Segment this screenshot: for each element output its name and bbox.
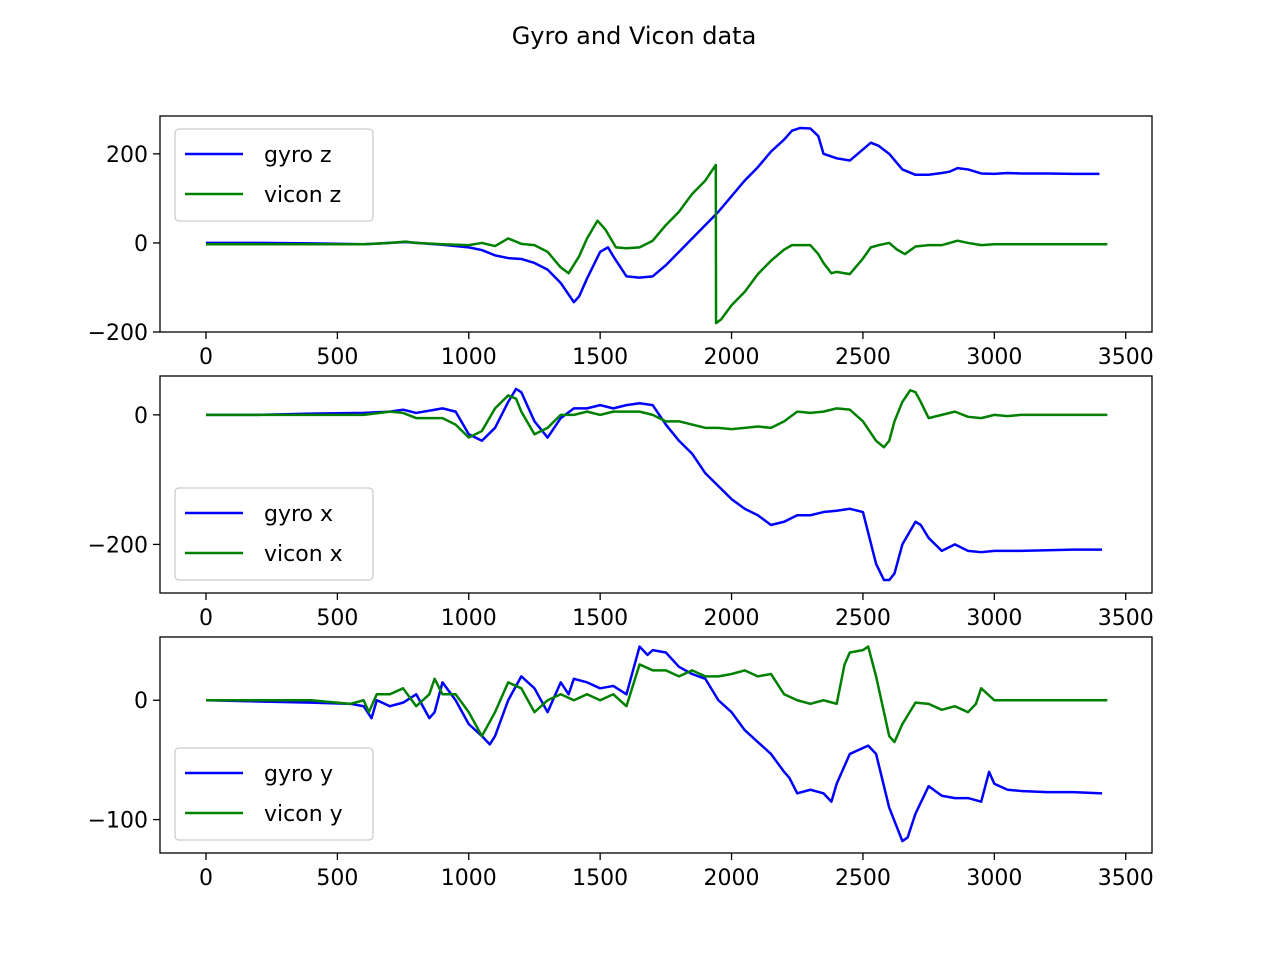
y-tick-label: −100 bbox=[88, 809, 148, 834]
legend-label: gyro z bbox=[264, 143, 332, 168]
x-tick-label: 2000 bbox=[704, 345, 760, 370]
series-line-gyro-y bbox=[205, 645, 1103, 843]
x-tick-label: 1500 bbox=[572, 345, 628, 370]
x-tick-label: 3500 bbox=[1098, 345, 1154, 370]
x-tick-label: 1000 bbox=[441, 606, 497, 631]
y-tick-label: 0 bbox=[134, 232, 148, 257]
x-tick-label: 3500 bbox=[1098, 606, 1154, 631]
x-tick-label: 3000 bbox=[966, 866, 1022, 891]
legend-box bbox=[174, 487, 374, 581]
x-tick-label: 500 bbox=[316, 866, 358, 891]
y-tick-label: 0 bbox=[134, 689, 148, 714]
series-line-gyro-z bbox=[205, 126, 1100, 304]
subplots: 0 500 1000 1500 2000 2500 3000 3500 −200 0 200 gyro… bbox=[88, 115, 1154, 891]
x-tick-label: 500 bbox=[316, 345, 358, 370]
x-tick-label: 1500 bbox=[572, 866, 628, 891]
legend: gyro x vicon x bbox=[174, 487, 374, 581]
x-tick-label: 2500 bbox=[835, 345, 891, 370]
x-tick-label: 2000 bbox=[704, 606, 760, 631]
axes-frame bbox=[159, 115, 1153, 333]
x-tick-label: 0 bbox=[199, 866, 213, 891]
series-line-vicon-y bbox=[205, 645, 1108, 744]
legend-box bbox=[174, 128, 374, 222]
legend-label: vicon z bbox=[264, 183, 341, 208]
x-tick-label: 2500 bbox=[835, 866, 891, 891]
x-tick-label: 3000 bbox=[966, 606, 1022, 631]
series-line-vicon-x bbox=[205, 389, 1108, 449]
series-line-gyro-x bbox=[205, 387, 1103, 582]
legend-label: gyro y bbox=[264, 762, 333, 787]
subplot-3: 0 500 1000 1500 2000 2500 3000 3500 −100 0 gyro y v… bbox=[88, 636, 1154, 891]
x-tick-label: 1000 bbox=[441, 345, 497, 370]
y-tick-label: 0 bbox=[134, 404, 148, 429]
x-tick-label: 2000 bbox=[704, 866, 760, 891]
legend: gyro y vicon y bbox=[174, 747, 374, 841]
legend-label: gyro x bbox=[264, 502, 333, 527]
y-tick-label: 200 bbox=[106, 143, 148, 168]
legend-box bbox=[174, 747, 374, 841]
subplot-2: 0 500 1000 1500 2000 2500 3000 3500 −200 0 gyro x v… bbox=[88, 375, 1154, 631]
y-tick-label: −200 bbox=[88, 321, 148, 346]
legend-label: vicon y bbox=[264, 802, 343, 827]
series-line-vicon-z bbox=[205, 163, 1108, 325]
legend-label: vicon x bbox=[264, 542, 343, 567]
y-tick-label: −200 bbox=[88, 533, 148, 558]
subplot-1: 0 500 1000 1500 2000 2500 3000 3500 −200 0 200 gyro… bbox=[88, 115, 1154, 370]
x-tick-label: 500 bbox=[316, 606, 358, 631]
axes-frame bbox=[159, 636, 1153, 854]
x-tick-label: 3500 bbox=[1098, 866, 1154, 891]
figure-title: Gyro and Vicon data bbox=[512, 22, 757, 50]
x-tick-label: 1000 bbox=[441, 866, 497, 891]
x-tick-label: 3000 bbox=[966, 345, 1022, 370]
x-tick-label: 0 bbox=[199, 345, 213, 370]
x-tick-label: 2500 bbox=[835, 606, 891, 631]
legend: gyro z vicon z bbox=[174, 128, 374, 222]
x-tick-label: 0 bbox=[199, 606, 213, 631]
x-tick-label: 1500 bbox=[572, 606, 628, 631]
axes-frame bbox=[159, 375, 1153, 594]
